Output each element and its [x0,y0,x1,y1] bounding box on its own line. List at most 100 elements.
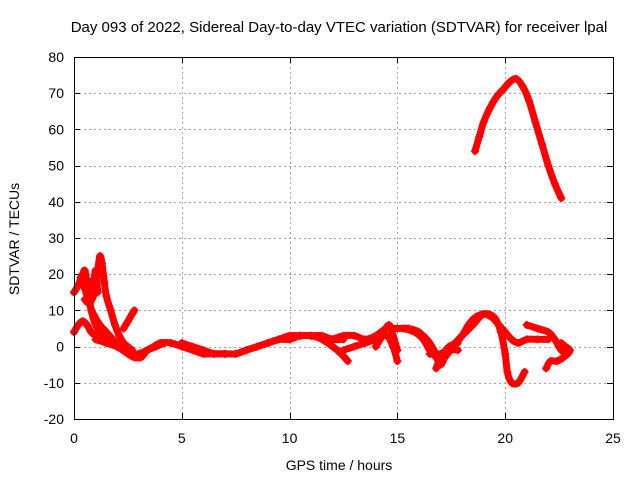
tick-labels: 0 5 10 15 20 25 -20 -10 0 10 20 30 40 50 60 70 80 [44,49,621,446]
data-point [100,277,109,286]
data-point [552,357,561,366]
data-point [328,342,337,351]
y-tick-label: 10 [48,302,64,318]
data-point [384,320,393,329]
x-axis-label: GPS time / hours [286,457,393,473]
data-point [87,328,96,337]
data-point [91,335,100,344]
data-point [119,324,128,333]
data-point [296,331,305,340]
data-point [89,310,98,319]
data-point [531,118,540,127]
series-arc-14 [425,310,529,388]
data-point [91,266,100,275]
y-tick-label: 60 [48,121,64,137]
data-point [136,353,145,362]
data-point [533,335,542,344]
data-point [378,331,387,340]
data-point [95,320,104,329]
data-point [507,335,516,344]
data-point [220,349,229,358]
x-tick-label: 10 [282,430,298,446]
data-point [231,349,240,358]
data-point [559,353,568,362]
series-arc-7 [119,306,139,333]
data-point [492,92,501,101]
series-arc-8 [177,331,352,366]
data-point [350,342,359,351]
data-point [496,328,505,337]
data-point [199,346,208,355]
data-point [550,335,559,344]
data-point [177,338,186,347]
x-tick-label: 15 [390,430,406,446]
series-band [471,75,565,202]
data-point [371,342,380,351]
data-point [475,132,484,141]
y-tick-label: 20 [48,266,64,282]
series-arc-18 [542,338,574,373]
data-point [514,338,523,347]
data-point [557,338,566,347]
series-arc-15 [432,338,462,373]
data-point [522,335,531,344]
series-band [120,306,138,332]
data-point [343,357,352,366]
series-arc-5 [87,266,102,297]
y-tick-label: -10 [44,375,64,391]
data-point [393,357,402,366]
y-tick-label: 40 [48,194,64,210]
data-point [458,331,467,340]
data-point [339,346,348,355]
data-point [432,364,441,373]
data-point [425,338,434,347]
data-point [524,96,533,105]
data-point [565,346,574,355]
data-point [113,342,122,351]
data-point [328,335,337,344]
data-point [501,349,510,358]
data-point [102,328,111,337]
y-tick-label: 80 [48,49,64,65]
data-point [522,320,531,329]
data-point [285,331,294,340]
data-point [95,252,104,261]
data-point [544,161,553,170]
data-point [537,139,546,148]
data-point [399,324,408,333]
data-point [78,317,87,326]
data-point [550,179,559,188]
data-point [350,331,359,340]
data-point [82,320,91,329]
data-point [453,338,462,347]
data-point [393,346,402,355]
data-point [89,281,98,290]
x-tick-label: 25 [605,430,621,446]
data-point [561,342,570,351]
data-point [80,266,89,275]
plot-frame [74,57,614,420]
data-point [115,331,124,340]
data-point [242,346,251,355]
data-point [130,306,139,315]
data-point [210,349,219,358]
data-point [520,367,529,376]
data-point [479,310,488,319]
x-tick-label: 0 [70,430,78,446]
y-tick-label: 50 [48,158,64,174]
data-point [514,378,523,387]
data-point [80,284,89,293]
data-point [479,118,488,127]
data-point [102,338,111,347]
data-point [123,317,132,326]
data-point [503,367,512,376]
x-tick-label: 5 [178,430,186,446]
data-point [167,338,176,347]
data-point [123,349,132,358]
data-point [85,299,94,308]
data-point [544,328,553,337]
data-point [156,338,165,347]
series-layer [70,74,574,388]
data-point [445,342,454,351]
data-point [76,273,85,282]
